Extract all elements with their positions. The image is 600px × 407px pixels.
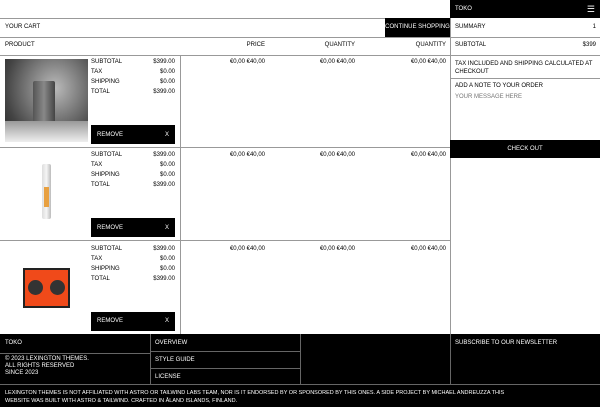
footer-link-license[interactable]: LICENSE [155,374,181,380]
detail-row: TOTAL $399.00 [91,88,175,98]
detail-value: $0.00 [159,265,175,272]
product-image[interactable] [5,59,88,142]
note-label: ADD A NOTE TO YOUR ORDER [455,83,544,89]
menu-icon[interactable]: ☰ [586,3,595,14]
item-price: €0,00 €40,00 [229,59,265,65]
detail-row: TOTAL $399.00 [91,275,175,285]
detail-label: TAX [91,162,103,169]
detail-value: $0.00 [159,79,175,85]
close-icon: X [164,224,169,231]
item-price: €0,00 €40,00 [229,245,265,252]
item-price: €0,00 €40,00 [410,59,446,65]
detail-row: SUBTOTAL $399.00 [91,58,175,68]
remove-button[interactable]: REMOVE X [91,311,175,331]
close-icon: X [164,318,169,325]
detail-value: $399.00 [153,59,175,65]
summary-subtotal: SUBTOTAL $399 [455,42,596,48]
footer-link-style-guide[interactable]: STYLE GUIDE [155,357,195,363]
header-quantity: QUANTITY [324,42,355,48]
detail-label: TOTAL [91,89,110,95]
detail-row: TOTAL $399.00 [91,181,175,191]
item-price: €0,00 €40,00 [319,152,355,159]
detail-label: TOTAL [91,275,110,282]
copyright-line: SINCE 2023 [5,370,39,376]
detail-row: SHIPPING $0.00 [91,265,175,275]
copyright: © 2023 LEXINGTON THEMES. ALL RIGHTS RESE… [5,356,89,377]
detail-value: $0.00 [159,172,175,179]
item-details: SUBTOTAL $399.00 TAX $0.00 SHIPPING $0.00 TOTA… [91,151,175,191]
detail-row: SHIPPING $0.00 [91,78,175,88]
item-details: SUBTOTAL $399.00 TAX $0.00 SHIPPING $0.00 TOTA… [91,245,175,285]
detail-row: SUBTOTAL $399.00 [91,151,175,161]
header-quantity-2: QUANTITY [415,42,446,48]
header-price: PRICE [246,42,265,48]
remove-button[interactable]: REMOVE X [91,125,175,144]
item-price: €0,00 €40,00 [319,245,355,252]
summary-title: SUMMARY [455,24,486,30]
remove-button[interactable]: REMOVE X [91,218,175,238]
item-price: €0,00 €40,00 [319,59,355,65]
detail-value: $0.00 [159,69,175,75]
detail-label: TAX [91,255,103,262]
brand-logo[interactable]: TOKO [455,6,472,12]
product-image[interactable] [5,245,88,329]
subtotal-label: SUBTOTAL [455,42,487,48]
detail-value: $0.00 [159,255,175,262]
remove-label: REMOVE [97,224,124,231]
cart-title: YOUR CART [5,24,41,30]
top-nav: TOKO ☰ [450,0,600,18]
copyright-line: © 2023 LEXINGTON THEMES. [5,356,89,362]
tax-note: TAX INCLUDED AND SHIPPING CALCULATED AT … [455,61,593,75]
item-details: SUBTOTAL $399.00 TAX $0.00 SHIPPING $0.00 TOTA… [91,58,175,98]
detail-label: SHIPPING [91,265,120,272]
remove-label: REMOVE [97,131,124,138]
newsletter-title: SUBSCRIBE TO OUR NEWSLETTER [455,340,558,346]
header-product: PRODUCT [5,42,35,48]
detail-label: SHIPPING [91,79,120,85]
summary-count: 1 [592,24,596,30]
detail-value: $0.00 [159,162,175,169]
detail-row: TAX $0.00 [91,255,175,265]
item-price: €0,00 €40,00 [410,245,446,252]
detail-value: $399.00 [153,275,175,282]
summary-header: SUMMARY 1 [455,24,596,30]
detail-value: $399.00 [153,245,175,252]
footer: TOKO © 2023 LEXINGTON THEMES. ALL RIGHTS… [0,334,600,407]
subtotal-value: $399 [582,42,596,48]
detail-label: SUBTOTAL [91,59,123,65]
order-note-input[interactable] [451,92,598,140]
detail-row: TAX $0.00 [91,68,175,78]
continue-shopping-button[interactable]: CONTINUE SHOPPING [385,18,450,37]
product-image[interactable] [5,152,88,236]
detail-label: SUBTOTAL [91,152,123,159]
detail-value: $399.00 [153,182,175,189]
detail-row: TAX $0.00 [91,161,175,171]
detail-label: TAX [91,69,103,75]
item-price: €0,00 €40,00 [410,152,446,159]
item-price: €0,00 €40,00 [229,152,265,159]
detail-row: SHIPPING $0.00 [91,171,175,181]
detail-label: SUBTOTAL [91,245,123,252]
checkout-button[interactable]: CHECK OUT [450,140,600,158]
detail-label: SHIPPING [91,172,120,179]
detail-row: SUBTOTAL $399.00 [91,245,175,255]
disclaimer: LEXINGTON THEMES IS NOT AFFILIATED WITH … [5,390,505,404]
detail-label: TOTAL [91,182,110,189]
close-icon: X [164,131,169,138]
footer-link-overview[interactable]: OVERVIEW [155,340,188,346]
detail-value: $399.00 [153,89,175,95]
detail-value: $399.00 [153,152,175,159]
copyright-line: ALL RIGHTS RESERVED [5,363,75,369]
remove-label: REMOVE [97,318,124,325]
footer-brand[interactable]: TOKO [5,340,22,346]
